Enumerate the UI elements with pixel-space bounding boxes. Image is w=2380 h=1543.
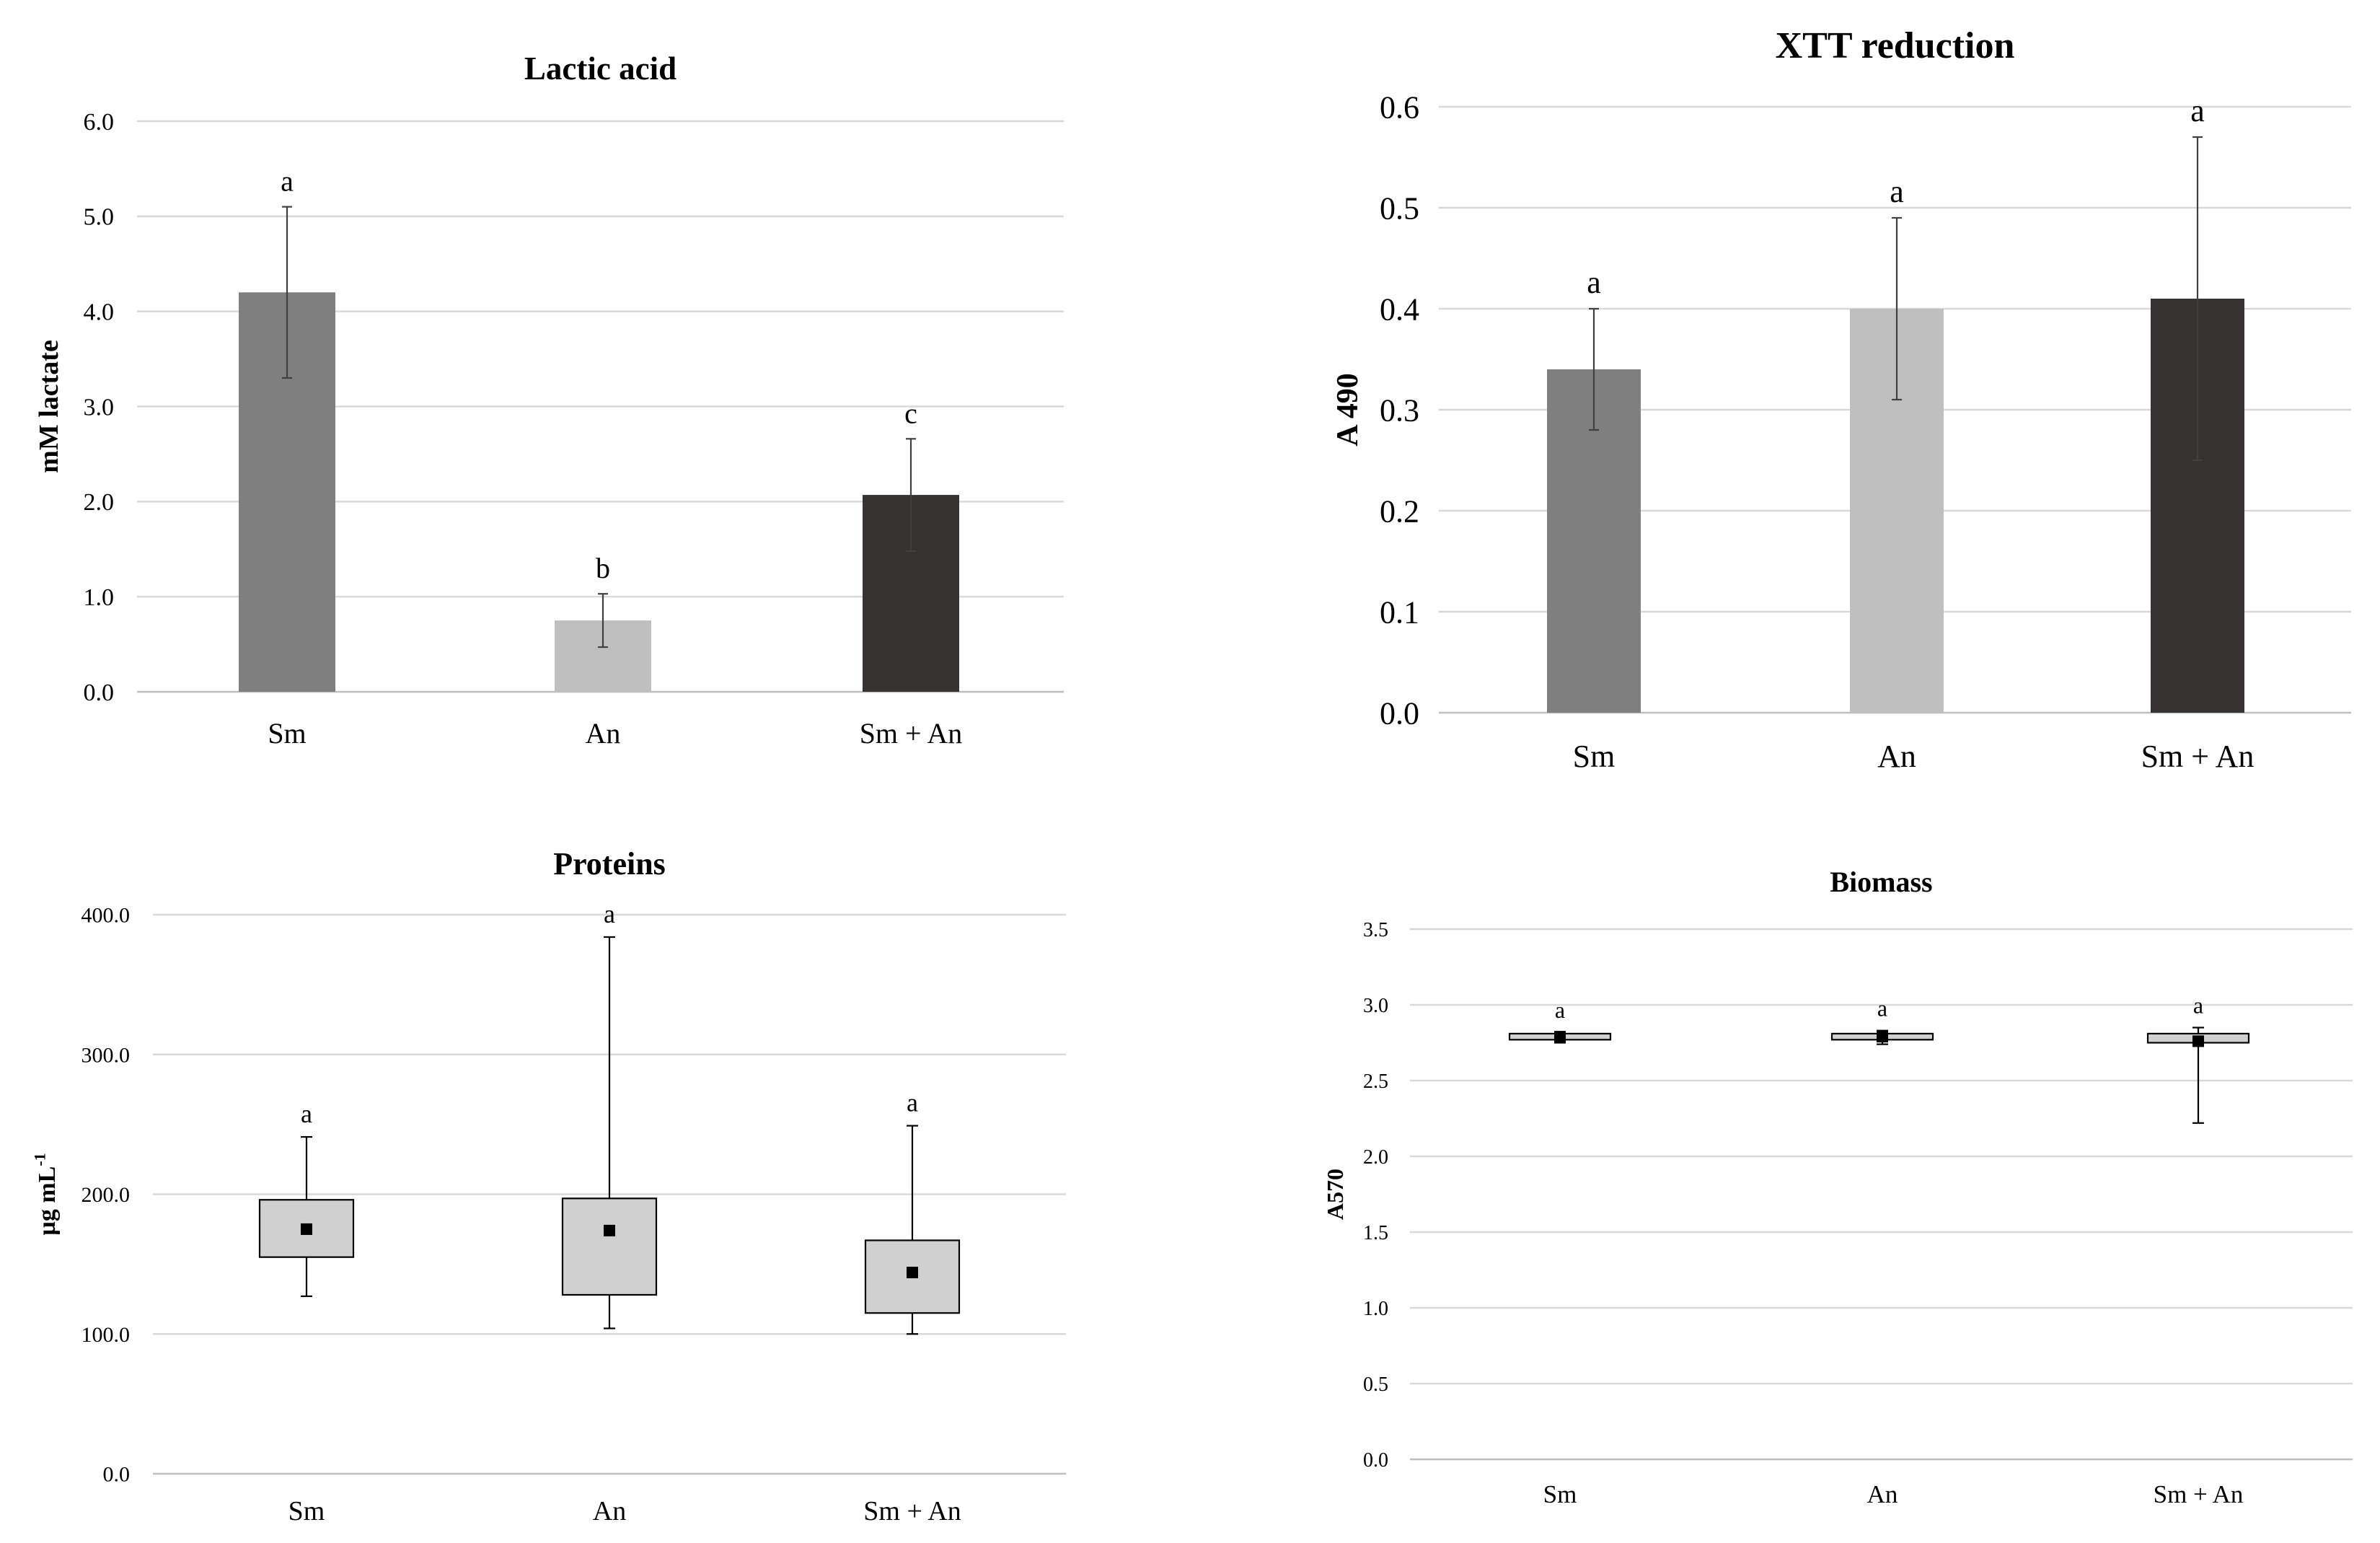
proteins-category-label: An — [593, 1496, 626, 1526]
lactic-ytick-label: 2.0 — [84, 489, 115, 516]
lactic-ytick-label: 3.0 — [84, 394, 115, 421]
lactic-category-label: Sm — [268, 717, 306, 749]
proteins-significance-letter: a — [907, 1089, 918, 1117]
xtt-category-label: An — [1877, 739, 1916, 774]
xtt-category-label: Sm + An — [2141, 739, 2255, 774]
xtt-significance-letter: a — [2190, 93, 2205, 128]
biomass-title: Biomass — [1830, 866, 1932, 898]
xtt-title: XTT reduction — [1776, 25, 2015, 66]
xtt-ylabel-text: A 490 — [1331, 373, 1365, 447]
proteins-mean-marker — [907, 1267, 918, 1278]
lactic-ytick-label: 4.0 — [84, 299, 115, 326]
xtt-ylabel: A 490 — [1331, 373, 1365, 447]
lactic-ylabel-text: mM lactate — [34, 340, 64, 473]
proteins-ylabel-text: µg mL — [34, 1166, 61, 1236]
biomass-ytick-label: 0.0 — [1363, 1449, 1388, 1472]
lactic-significance-letter: c — [904, 397, 917, 429]
lactic-ytick-label: 5.0 — [84, 204, 115, 231]
lactic-ytick-label: 1.0 — [84, 584, 115, 611]
biomass-ytick-label: 2.5 — [1363, 1071, 1388, 1093]
xtt-ytick-label: 0.6 — [1380, 89, 1419, 125]
xtt-ytick-label: 0.5 — [1380, 190, 1419, 226]
proteins-box — [561, 1197, 658, 1296]
lactic-significance-letter: a — [281, 165, 294, 198]
biomass-category-label: Sm — [1543, 1480, 1577, 1508]
biomass-significance-letter: a — [2193, 993, 2203, 1019]
proteins-ytick-label: 200.0 — [81, 1183, 131, 1207]
proteins-chart: Proteins 0.0 100.0 200.0 300.0 400.0 µg mL-1 Sm… — [30, 846, 1066, 1526]
proteins-ytick-label: 300.0 — [81, 1043, 131, 1067]
biomass-ytick-label: 3.0 — [1363, 995, 1388, 1017]
proteins-title: Proteins — [553, 846, 666, 882]
xtt-ytick-label: 0.1 — [1380, 594, 1419, 630]
biomass-mean-marker — [1877, 1031, 1888, 1043]
lactic-ytick-label: 0.0 — [84, 680, 115, 706]
proteins-category-label: Sm — [288, 1496, 325, 1526]
biomass-significance-letter: a — [1877, 995, 1887, 1021]
xtt-chart: XTT reduction 0.0 0.1 0.2 0.3 0.4 0.5 0.6 A 490 S… — [1331, 25, 2351, 774]
xtt-ytick-label: 0.3 — [1380, 392, 1419, 428]
proteins-ytick-label: 100.0 — [81, 1323, 131, 1347]
lactic-title: Lactic acid — [524, 50, 676, 87]
lactic-ytick-label: 6.0 — [84, 109, 115, 136]
biomass-category-label: Sm + An — [2154, 1480, 2244, 1508]
biomass-ytick-label: 3.5 — [1363, 919, 1388, 941]
biomass-mean-marker — [2192, 1035, 2204, 1047]
proteins-ytick-label: 400.0 — [81, 904, 131, 928]
xtt-category-label: Sm — [1573, 739, 1616, 774]
xtt-ytick-label: 0.4 — [1380, 291, 1419, 327]
xtt-significance-letter: a — [1890, 174, 1904, 209]
lactic-category-label: Sm + An — [860, 717, 963, 749]
proteins-mean-marker — [604, 1224, 615, 1236]
xtt-ytick-label: 0.0 — [1380, 695, 1419, 731]
proteins-mean-marker — [301, 1223, 312, 1235]
xtt-significance-letter: a — [1587, 265, 1601, 300]
biomass-ylabel: A570 — [1322, 1169, 1348, 1220]
lactic-ylabel: mM lactate — [34, 340, 64, 473]
lactic-chart: Lactic acid 0.0 1.0 2.0 3.0 4.0 5.0 6.0 mM lacta… — [34, 50, 1064, 749]
lactic-significance-letter: b — [596, 552, 610, 584]
proteins-ytick-label: 0.0 — [103, 1463, 131, 1487]
xtt-ytick-label: 0.2 — [1380, 493, 1419, 529]
proteins-category-label: Sm + An — [863, 1496, 961, 1526]
biomass-ytick-label: 1.5 — [1363, 1222, 1388, 1244]
proteins-ylabel: µg mL-1 — [30, 1153, 61, 1236]
proteins-significance-letter: a — [604, 900, 615, 928]
biomass-ylabel-text: A570 — [1322, 1169, 1348, 1220]
lactic-category-label: An — [586, 717, 621, 749]
proteins-ylabel-superscript: -1 — [30, 1153, 48, 1166]
biomass-category-label: An — [1867, 1480, 1898, 1508]
biomass-ytick-label: 2.0 — [1363, 1146, 1388, 1169]
biomass-chart: Biomass 0.0 0.5 1.0 1.5 2.0 2.5 3.0 3.5 A570 Sm An S… — [1322, 866, 2353, 1508]
biomass-mean-marker — [1554, 1031, 1566, 1043]
biomass-significance-letter: a — [1555, 997, 1565, 1023]
biomass-ytick-label: 0.5 — [1363, 1373, 1388, 1396]
proteins-significance-letter: a — [301, 1099, 312, 1128]
biomass-ytick-label: 1.0 — [1363, 1298, 1388, 1320]
